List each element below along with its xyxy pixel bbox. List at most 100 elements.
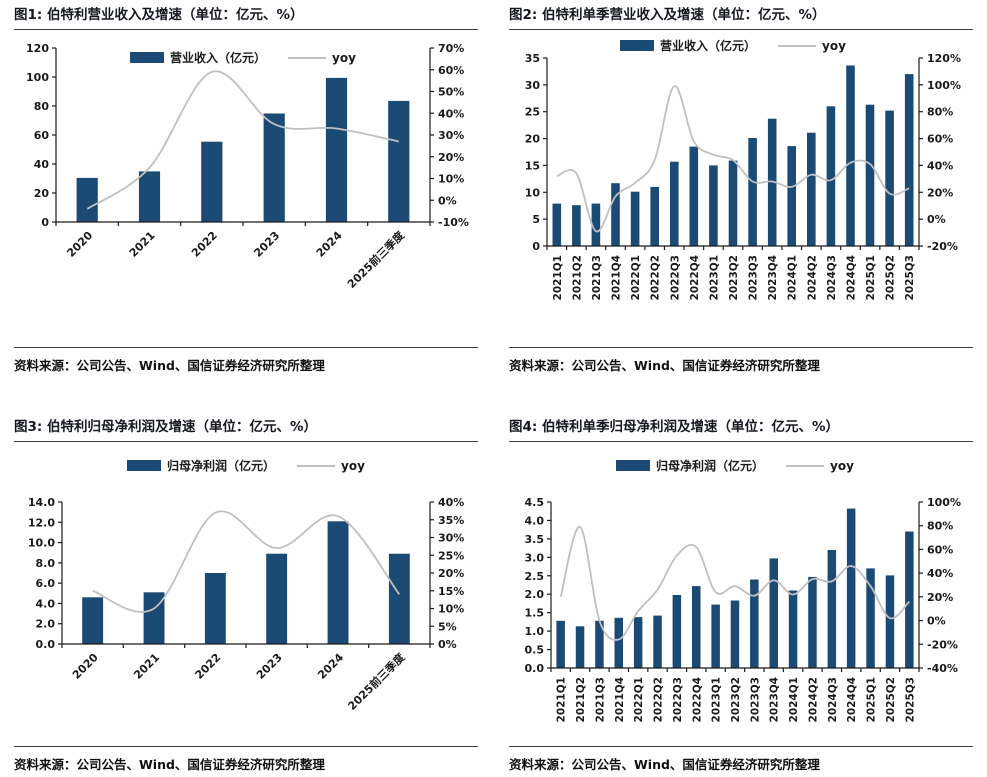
figure-3-panel: 图3: 伯特利归母净利润及增速（单位：亿元、%） 0.0 2.0 4.0 6.0 8.0…	[14, 418, 478, 773]
svg-text:2023Q3: 2023Q3	[749, 677, 761, 722]
svg-text:0%: 0%	[438, 638, 457, 651]
svg-text:5%: 5%	[438, 620, 457, 633]
svg-text:2020: 2020	[70, 651, 101, 682]
svg-text:2022Q4: 2022Q4	[689, 255, 701, 300]
svg-text:60: 60	[34, 129, 50, 142]
figure-1-panel: 图1: 伯特利营业收入及增速（单位：亿元、%） 0 20 40 60 80 100 120 -…	[14, 6, 478, 374]
svg-text:4.0: 4.0	[525, 514, 545, 527]
svg-text:40%: 40%	[438, 107, 464, 120]
svg-text:2025Q2: 2025Q2	[885, 677, 897, 722]
svg-text:2021Q3: 2021Q3	[594, 677, 606, 722]
svg-text:2023Q2: 2023Q2	[728, 255, 740, 300]
svg-text:2025Q1: 2025Q1	[866, 677, 878, 722]
annual-net-profit-chart: 0.0 2.0 4.0 6.0 8.0 10.0 12.0 14.0 0% 5% 10% 15% 20%…	[28, 458, 464, 713]
svg-text:2022Q3: 2022Q3	[672, 677, 684, 722]
svg-text:2022: 2022	[189, 229, 220, 260]
svg-text:1.5: 1.5	[525, 607, 545, 620]
quarterly-net-profit-chart: 0.0 0.5 1.0 1.5 2.0 2.5 3.0 3.5 4.0 4.5 -40% -20% 0%…	[525, 458, 961, 722]
svg-text:2022Q2: 2022Q2	[653, 677, 665, 722]
svg-text:1.0: 1.0	[525, 625, 545, 638]
svg-text:2025前三季度: 2025前三季度	[344, 227, 407, 290]
svg-text:6.0: 6.0	[36, 577, 56, 590]
svg-text:-20%: -20%	[927, 638, 958, 651]
svg-text:20: 20	[34, 187, 50, 200]
svg-text:4.0: 4.0	[36, 597, 56, 610]
svg-text:30%: 30%	[438, 531, 464, 544]
svg-text:15%: 15%	[438, 585, 464, 598]
svg-text:20: 20	[525, 132, 541, 145]
svg-text:2021Q4: 2021Q4	[611, 255, 623, 300]
svg-text:2020: 2020	[64, 229, 95, 260]
svg-text:0: 0	[41, 216, 49, 229]
figure-4-source-note: 资料来源：公司公告、Wind、国信证券经济研究所整理	[509, 746, 973, 773]
svg-text:2021Q2: 2021Q2	[575, 677, 587, 722]
svg-text:10.0: 10.0	[28, 536, 55, 549]
svg-text:yoy: yoy	[830, 459, 854, 473]
svg-text:2.0: 2.0	[525, 588, 545, 601]
svg-text:0: 0	[532, 240, 540, 253]
svg-text:2024Q3: 2024Q3	[827, 677, 839, 722]
svg-text:2021: 2021	[127, 229, 158, 260]
figure-4-title: 图4: 伯特利单季归母净利润及增速（单位：亿元、%）	[509, 418, 973, 442]
svg-text:0%: 0%	[927, 614, 946, 627]
svg-text:2023: 2023	[251, 229, 282, 260]
svg-text:15: 15	[525, 159, 540, 172]
svg-text:2024Q2: 2024Q2	[807, 677, 819, 722]
figure-1-title: 图1: 伯特利营业收入及增速（单位：亿元、%）	[14, 6, 478, 30]
svg-text:0.5: 0.5	[525, 643, 545, 656]
svg-text:100%: 100%	[927, 79, 961, 92]
svg-text:2024Q2: 2024Q2	[806, 255, 818, 300]
svg-text:25: 25	[525, 106, 540, 119]
svg-text:2022Q1: 2022Q1	[630, 255, 642, 300]
svg-text:40%: 40%	[927, 567, 953, 580]
svg-text:50%: 50%	[438, 85, 464, 98]
figure-4-chart-box: 0.0 0.5 1.0 1.5 2.0 2.5 3.0 3.5 4.0 4.5 -40% -20% 0%…	[509, 446, 973, 742]
svg-text:70%: 70%	[438, 42, 464, 55]
svg-text:40%: 40%	[438, 496, 464, 509]
figure-3-chart-box: 0.0 2.0 4.0 6.0 8.0 10.0 12.0 14.0 0% 5% 10% 15% 20%…	[14, 446, 478, 742]
svg-text:2025Q1: 2025Q1	[865, 255, 877, 300]
svg-text:60%: 60%	[927, 543, 953, 556]
svg-text:2024Q1: 2024Q1	[788, 677, 800, 722]
svg-text:2023: 2023	[254, 651, 285, 682]
svg-text:30: 30	[525, 79, 541, 92]
svg-text:4.5: 4.5	[525, 496, 545, 509]
svg-text:2025Q3: 2025Q3	[904, 255, 916, 300]
svg-text:0%: 0%	[927, 213, 946, 226]
svg-text:2023Q2: 2023Q2	[730, 677, 742, 722]
svg-text:20%: 20%	[438, 567, 464, 580]
svg-text:80%: 80%	[927, 106, 953, 119]
figure-2-panel: 图2: 伯特利单季营业收入及增速（单位：亿元、%） 0 5 10 15 20 25 30 35…	[509, 6, 973, 374]
svg-text:25%: 25%	[438, 549, 464, 562]
figure-2-title: 图2: 伯特利单季营业收入及增速（单位：亿元、%）	[509, 6, 973, 30]
svg-text:3.5: 3.5	[525, 533, 545, 546]
svg-text:100: 100	[26, 71, 49, 84]
svg-text:yoy: yoy	[332, 51, 356, 65]
svg-text:30%: 30%	[438, 129, 464, 142]
svg-text:2.5: 2.5	[525, 570, 545, 583]
figure-1-chart-box: 0 20 40 60 80 100 120 -10% 0% 10% 20% 30% 40% 50% 60% 7…	[14, 34, 478, 316]
svg-text:-20%: -20%	[927, 240, 958, 253]
svg-text:2022: 2022	[193, 651, 224, 682]
svg-text:10%: 10%	[438, 602, 464, 615]
svg-text:2025Q3: 2025Q3	[904, 677, 916, 722]
svg-text:2021Q4: 2021Q4	[614, 677, 626, 722]
svg-text:60%: 60%	[438, 64, 464, 77]
svg-text:3.0: 3.0	[525, 551, 545, 564]
svg-text:2021: 2021	[131, 651, 162, 682]
svg-text:2022Q2: 2022Q2	[650, 255, 662, 300]
svg-text:12.0: 12.0	[28, 516, 55, 529]
svg-text:归母净利润（亿元）: 归母净利润（亿元）	[167, 458, 275, 473]
svg-text:-10%: -10%	[438, 216, 469, 229]
svg-text:120%: 120%	[927, 52, 961, 65]
svg-text:35%: 35%	[438, 514, 464, 527]
svg-text:35: 35	[525, 52, 540, 65]
svg-text:2024Q1: 2024Q1	[787, 255, 799, 300]
figure-2-source-note: 资料来源：公司公告、Wind、国信证券经济研究所整理	[509, 347, 973, 374]
svg-text:100%: 100%	[927, 496, 961, 509]
svg-text:80: 80	[34, 100, 50, 113]
svg-text:2.0: 2.0	[36, 618, 56, 631]
svg-text:20%: 20%	[927, 186, 953, 199]
svg-text:2022Q1: 2022Q1	[633, 677, 645, 722]
svg-text:营业收入（亿元）: 营业收入（亿元）	[660, 38, 756, 53]
